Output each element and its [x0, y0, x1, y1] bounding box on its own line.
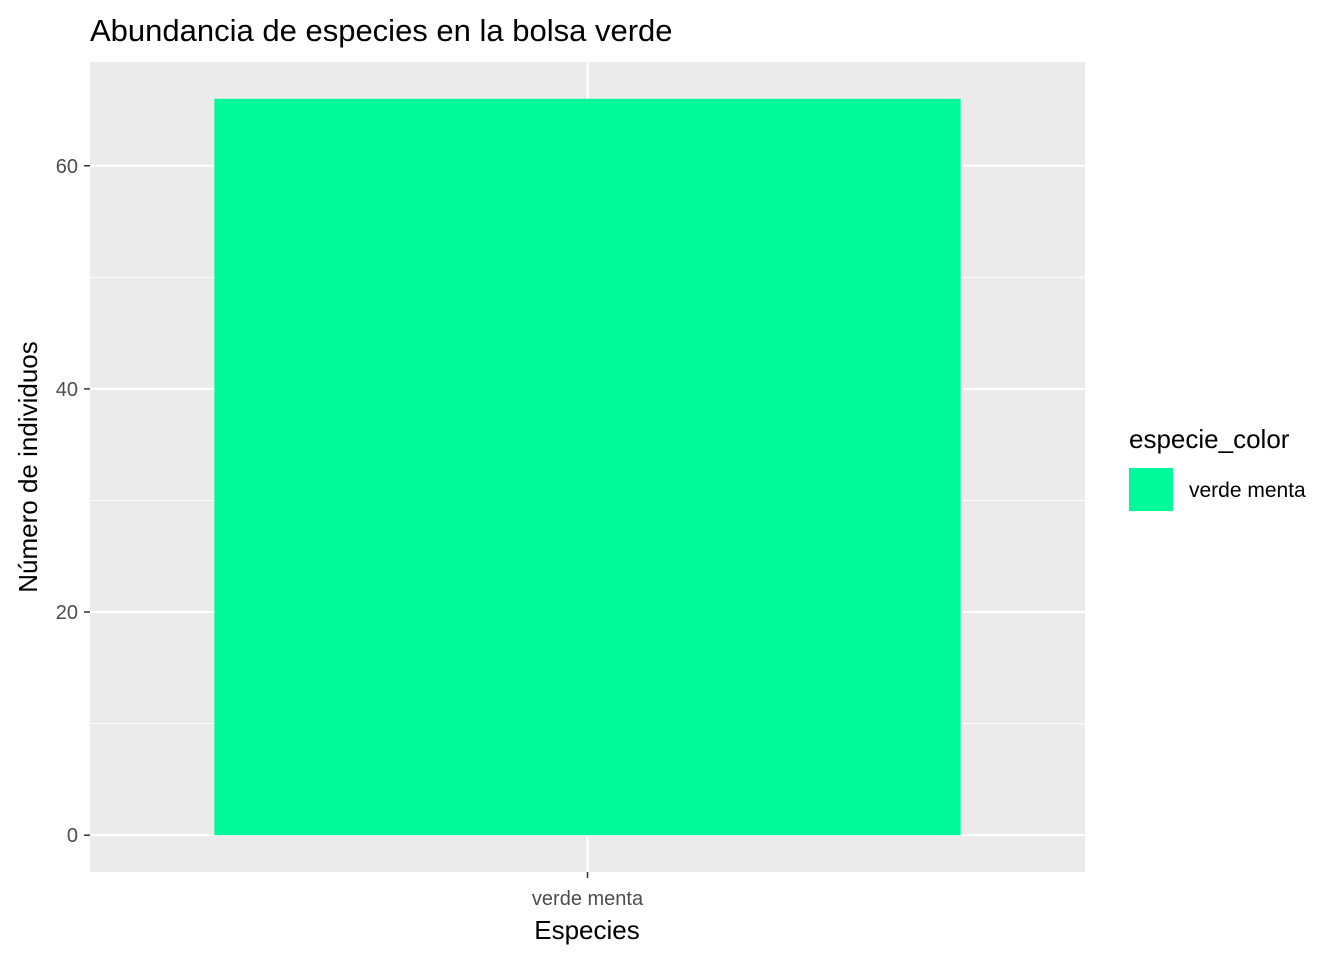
y-axis-title: Número de individuos — [13, 341, 43, 592]
legend-label: verde menta — [1189, 479, 1306, 502]
y-tick-label: 20 — [56, 602, 78, 624]
y-tick-label: 40 — [56, 379, 78, 401]
legend-items: verde menta — [1129, 468, 1306, 511]
bars — [214, 98, 961, 836]
legend-title: especie_color — [1129, 424, 1290, 454]
legend: especie_color verde menta — [1129, 424, 1306, 511]
y-tick-label: 60 — [56, 156, 78, 178]
x-tick-label: verde menta — [532, 888, 644, 910]
chart-title: Abundancia de especies en la bolsa verde — [90, 13, 673, 48]
bar-verde-menta — [214, 98, 961, 836]
x-axis-title: Especies — [534, 915, 640, 945]
legend-key — [1129, 468, 1173, 511]
y-axis: 0 20 40 60 — [56, 156, 90, 847]
x-axis: verde menta — [532, 872, 644, 910]
y-tick-label: 0 — [67, 825, 78, 847]
